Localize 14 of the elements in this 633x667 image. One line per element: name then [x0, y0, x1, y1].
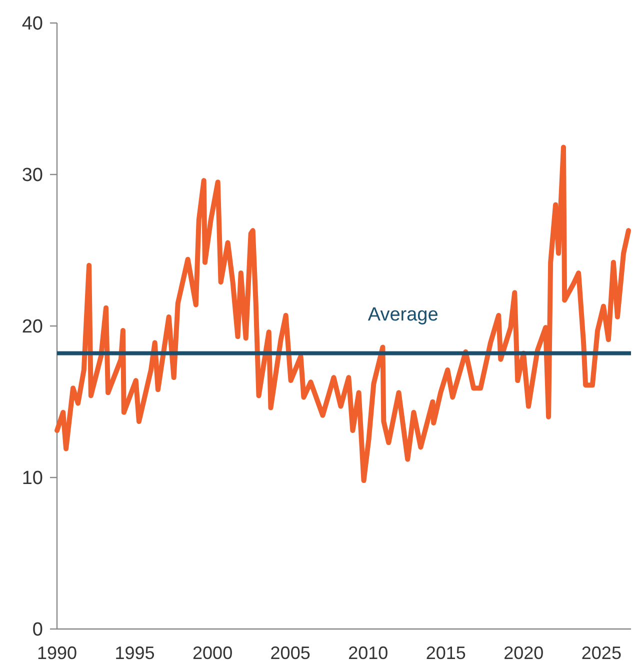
x-tick-label: 2010 [348, 643, 388, 663]
x-tick-label: 2015 [426, 643, 466, 663]
x-tick-label: 2020 [504, 643, 544, 663]
x-tick-label: 2005 [270, 643, 310, 663]
y-tick-label: 0 [32, 620, 43, 641]
y-tick-label: 20 [22, 316, 43, 338]
y-tick-label: 30 [22, 165, 43, 186]
x-tick-label: 1990 [36, 643, 78, 663]
ref-line-label: Average [368, 304, 438, 326]
x-tick-label: 2025 [581, 643, 622, 663]
y-tick-label: 10 [22, 468, 43, 490]
x-tick-label: 2000 [192, 643, 233, 663]
y-tick-label: 40 [22, 14, 43, 35]
x-tick-label: 1995 [114, 643, 155, 663]
